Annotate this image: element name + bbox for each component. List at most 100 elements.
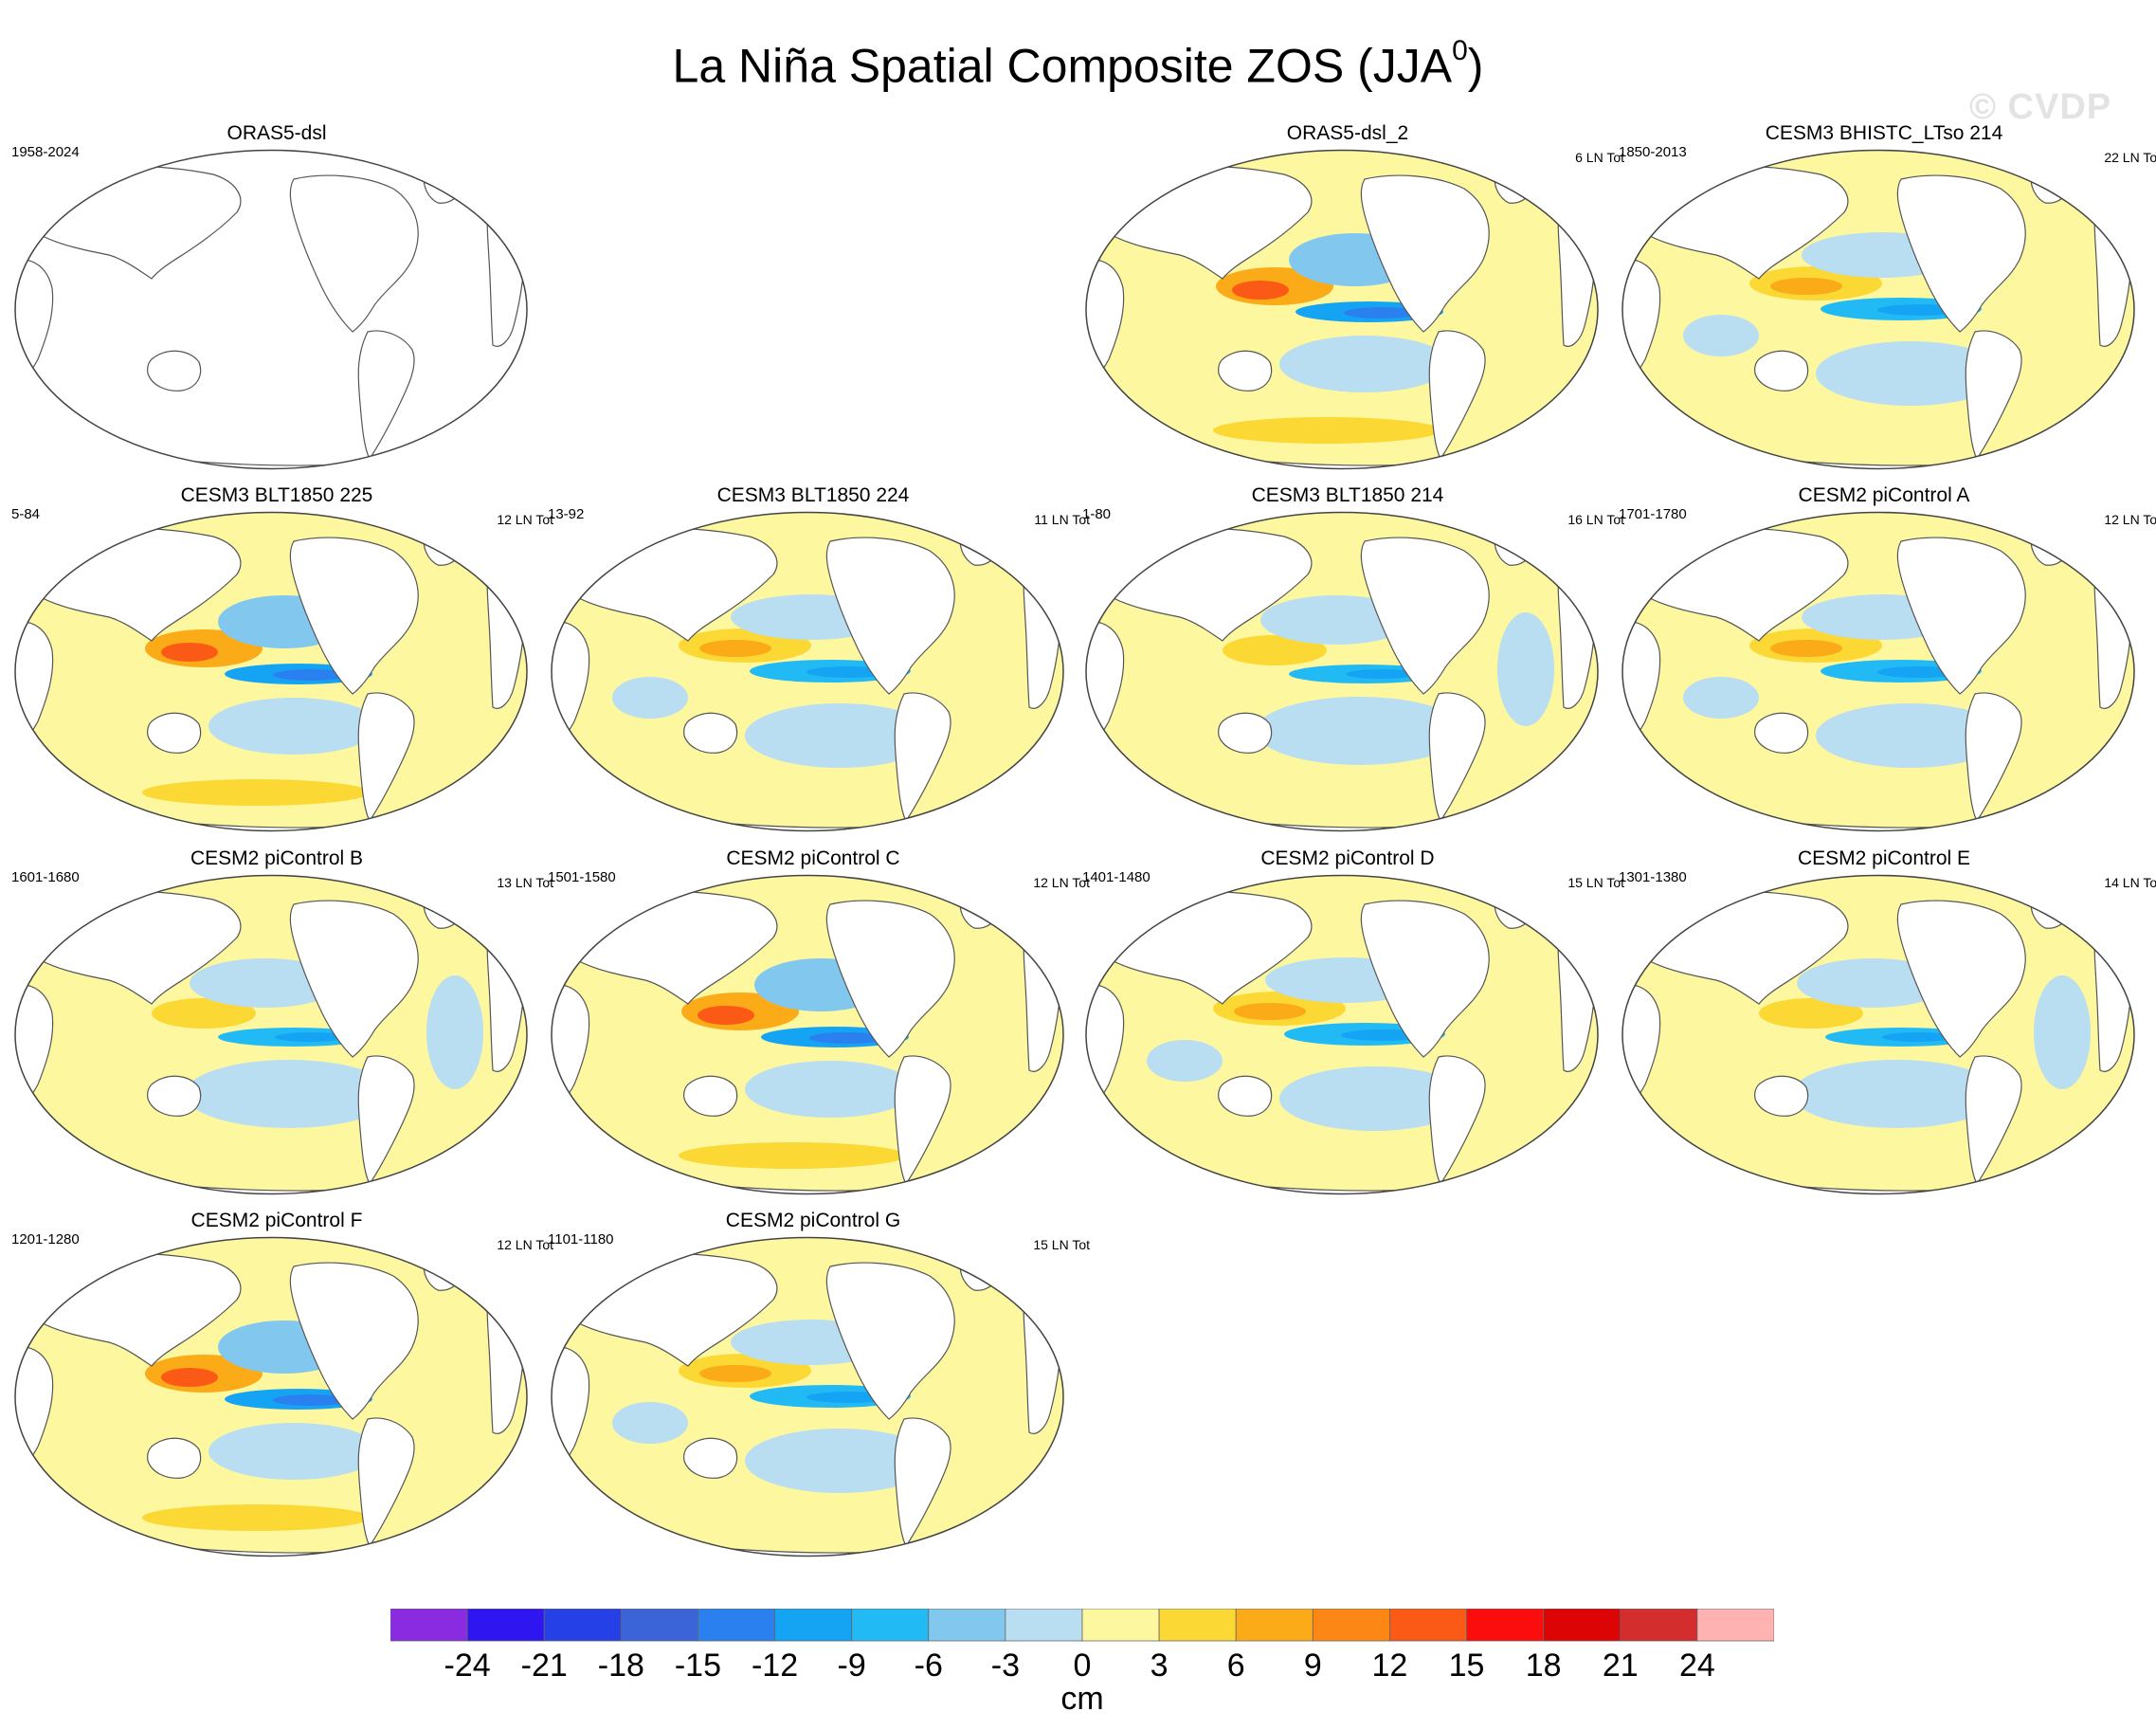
panel-event-count-label: 15 LN Tot [1567,875,1624,890]
colorbar [390,1609,1774,1642]
map-border [1622,874,2135,1195]
robinson-map [14,1236,528,1557]
panel-event-count-label: 13 LN Tot [497,875,553,890]
anomaly-western-pacific-core [698,1006,754,1025]
colorbar-box [466,1609,545,1642]
cvdp-watermark: © CVDP [1969,87,2112,127]
anomaly-south-pacific-cold [745,1429,934,1493]
panel-title: CESM3 BLT1850 214 [1251,484,1444,506]
colorbar-tick-label: -9 [837,1648,866,1684]
colorbar-tick-label: -15 [674,1648,721,1684]
australia-shape [147,1075,202,1117]
map-border [14,1236,528,1557]
map-panel: CESM2 piControl E 1301-1380 14 LN Tot [1617,847,2156,1202]
panel-period-label: 1701-1780 [1619,506,1687,522]
australia-shape [1218,1075,1273,1117]
anomaly-western-pacific-core [699,1365,771,1382]
map-border [1085,511,1599,832]
colorbar-tick-label: 24 [1678,1648,1715,1684]
anomaly-south-pacific-cold [1792,1060,2001,1128]
colorbar-tick-label: 3 [1150,1648,1169,1684]
south-america-shape [1428,692,1486,823]
colorbar-tick-label: 18 [1525,1648,1562,1684]
anomaly-south-pacific-cold [185,1060,393,1128]
map-border [1622,511,2135,832]
colorbar-box [1312,1609,1390,1642]
australia-shape [1754,350,1809,392]
anomaly-atlantic-cold [2034,975,2091,1089]
panel-period-label: 13-92 [548,506,585,522]
anomaly-western-pacific-warm [1759,998,1863,1029]
anomaly-western-pacific-warm [152,998,256,1029]
anomaly-equatorial-cold-core [809,1032,885,1044]
robinson-map [1622,874,2135,1195]
robinson-map [14,874,528,1195]
anomaly-southern-ocean-warm [142,1504,370,1531]
colorbar-tick-label: -6 [914,1648,943,1684]
colorbar-box [1235,1609,1314,1642]
panel-event-count-label: 15 LN Tot [1033,1237,1090,1252]
south-america-shape [1428,1055,1486,1186]
anomaly-south-pacific-cold [745,1061,915,1118]
anomaly-equatorial-cold-core [1344,307,1420,319]
south-america-shape [357,1055,415,1186]
colorbar-box [1620,1609,1698,1642]
south-america-shape [1965,330,2022,461]
panel-event-count-label: 22 LN Tot [2104,150,2156,165]
panel-title: CESM2 piControl C [726,847,900,869]
map-panel: CESM2 piControl F 1201-1280 12 LN Tot [9,1209,553,1564]
panel-title: CESM3 BLT1850 224 [716,484,910,506]
chart-title-close: ) [1467,39,1484,93]
panel-title: CESM2 piControl D [1260,847,1435,869]
north-america-shape [825,900,955,1058]
panel-period-label: 1-80 [1082,506,1112,522]
anomaly-south-pacific-cold [1256,697,1464,765]
colorbar-tick-label: 0 [1073,1648,1092,1684]
anomaly-indian-ocean-cold [1683,315,1759,356]
australia-shape [683,712,738,754]
panel-event-count-label: 12 LN Tot [1033,875,1090,890]
panel-title: CESM2 piControl G [725,1210,901,1231]
map-border [551,874,1064,1195]
map-panel: CESM3 BLT1850 224 13-92 11 LN Tot [546,483,1090,839]
panel-event-count-label: 6 LN Tot [1575,150,1624,165]
anomaly-western-pacific-core [699,640,771,657]
map-border [14,511,528,832]
colorbar-tick-label: -12 [751,1648,799,1684]
chart-title-superscript: 0 [1452,35,1468,66]
colorbar-box [774,1609,853,1642]
panel-title: CESM2 piControl F [190,1210,363,1231]
colorbar-box [698,1609,775,1642]
panel-title: CESM2 piControl B [190,847,364,869]
south-america-shape [1965,1055,2022,1186]
australia-shape [147,1437,202,1479]
panel-event-count-label: 14 LN Tot [2104,875,2156,890]
australia-shape [147,712,202,754]
colorbar-box [1466,1609,1545,1642]
robinson-map [14,149,528,470]
anomaly-western-pacific-core [1234,1003,1306,1020]
south-america-shape [357,330,415,461]
colorbar-tick-label: -18 [597,1648,644,1684]
north-america-shape [289,1262,419,1420]
colorbar-tick-label: -21 [520,1648,568,1684]
eurasia-shape [26,165,242,280]
anomaly-equatorial-cold-core [1346,669,1418,679]
anomaly-western-pacific-core [1232,281,1289,300]
colorbar-tick-label: 21 [1602,1648,1639,1684]
panel-event-count-label: 12 LN Tot [497,512,553,527]
anomaly-equatorial-cold-core [1882,1032,1954,1042]
anomaly-south-pacific-cold [208,1423,379,1480]
anomaly-indian-ocean-cold [612,677,688,719]
anomaly-south-pacific-cold [745,703,934,768]
map-border [1085,149,1599,470]
australia-shape [1218,712,1273,754]
map-border [14,149,528,470]
map-panel: ORAS5-dsl 1958-2024 [9,121,544,477]
robinson-map [551,511,1064,832]
map-border [14,874,528,1195]
south-america-shape [894,692,951,823]
colorbar-box [1158,1609,1237,1642]
anomaly-south-pacific-cold [208,698,379,755]
australia-shape [1754,712,1809,754]
